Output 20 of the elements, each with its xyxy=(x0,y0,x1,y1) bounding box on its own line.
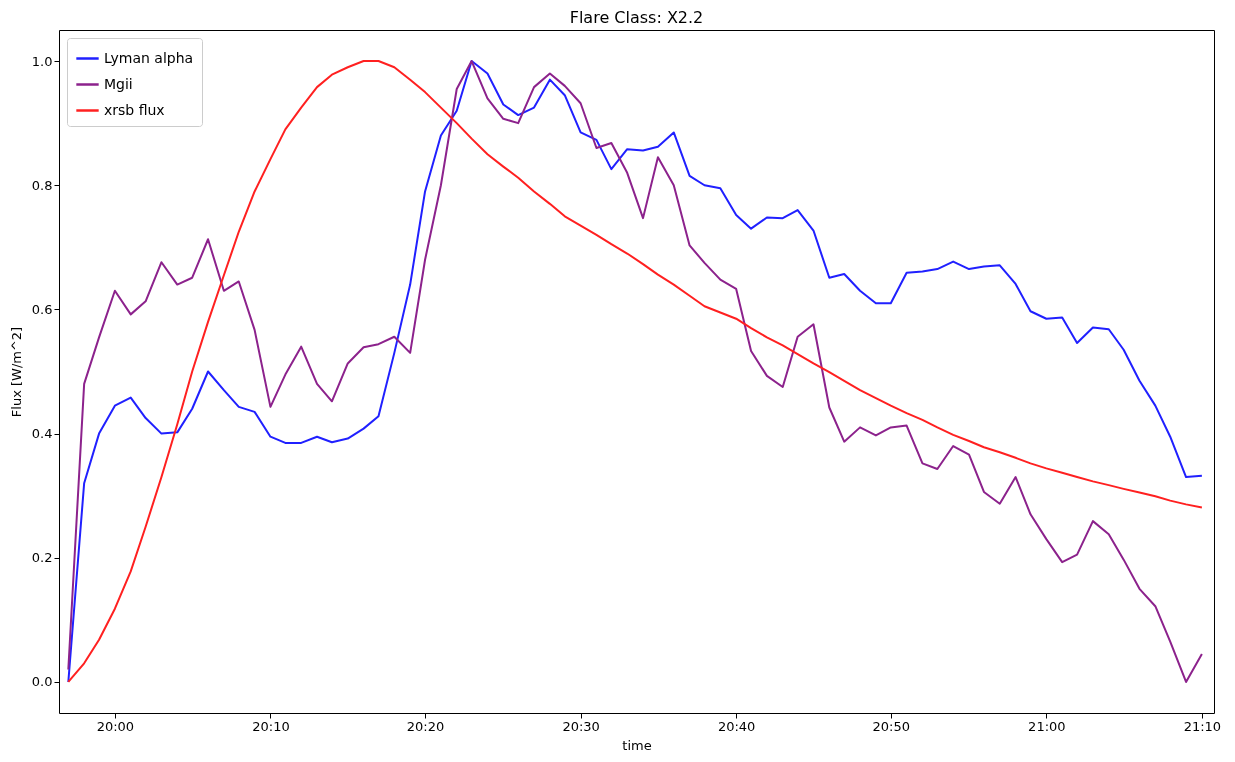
y-tick-label: 0.6 xyxy=(31,301,53,317)
legend-label: xrsb flux xyxy=(104,101,165,118)
y-tick-label: 0.0 xyxy=(31,674,53,690)
y-tick-label: 0.8 xyxy=(31,177,53,193)
chart-title: Flare Class: X2.2 xyxy=(569,8,704,27)
legend-label: Lyman alpha xyxy=(104,49,194,66)
x-axis-title: time xyxy=(622,737,652,753)
y-tick-label: 0.2 xyxy=(31,550,53,566)
x-tick-label: 20:40 xyxy=(717,718,756,734)
x-tick-label: 20:00 xyxy=(96,718,135,734)
legend-label: Mgii xyxy=(104,75,133,92)
y-tick-label: 1.0 xyxy=(31,53,53,69)
x-tick-label: 21:00 xyxy=(1028,718,1066,734)
y-tick-label: 0.4 xyxy=(31,426,53,442)
x-tick-label: 20:50 xyxy=(872,718,911,734)
x-tick-label: 21:10 xyxy=(1183,718,1222,734)
x-tick-label: 20:10 xyxy=(252,718,290,734)
y-axis-title: Flux [W/m^2] xyxy=(8,326,24,418)
x-tick-label: 20:30 xyxy=(562,718,600,734)
x-tick-label: 20:20 xyxy=(406,718,445,734)
